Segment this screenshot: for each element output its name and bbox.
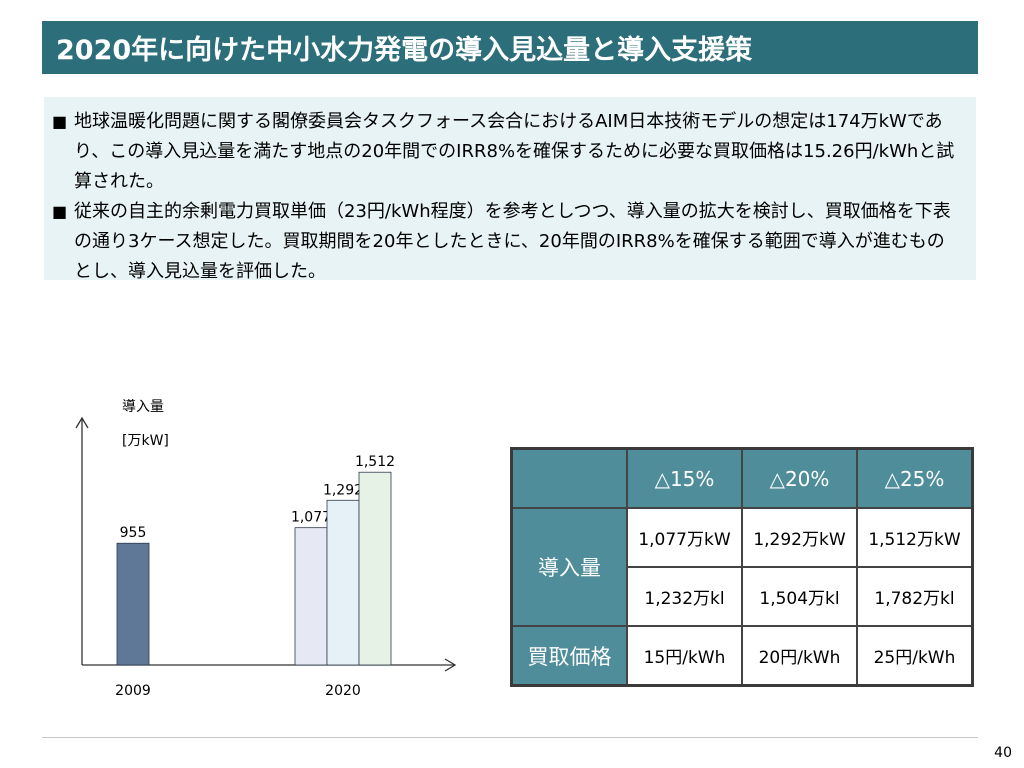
y-axis-title: 導入量: [122, 399, 164, 415]
table-cell: 1,504万kl: [741, 566, 858, 627]
table-header-row: △15% △20% △25%: [510, 447, 974, 509]
table-cell: 25円/kWh: [856, 625, 974, 687]
data-label: 1,077: [291, 510, 331, 526]
bars-layer: 955 2009 1,077 1,292 1,512 2020: [115, 454, 395, 699]
square-bullet-icon: ■: [52, 202, 68, 221]
scenario-table: △15% △20% △25% 導入量 1,077万kW 1,292万kW 1,5…: [510, 447, 974, 687]
table-cell: 1,512万kW: [856, 507, 974, 568]
data-label: 955: [120, 525, 147, 541]
table-cell: 1,782万kl: [856, 566, 974, 627]
y-axis-unit: [万kW]: [122, 433, 169, 449]
table-row: 1,232万kl 1,504万kl 1,782万kl: [512, 566, 974, 627]
table-corner-cell: [510, 447, 628, 509]
page-number: 40: [994, 745, 1012, 761]
data-label: 1,292: [323, 482, 363, 498]
page-title: 2020年に向けた中小水力発電の導入見込量と導入支援策: [42, 21, 978, 74]
table-cell: 20円/kWh: [741, 625, 858, 687]
summary-panel: ■ 地球温暖化問題に関する閣僚委員会タスクフォース会合におけるAIM日本技術モデ…: [44, 97, 976, 282]
chart-bar-2009-1: [116, 542, 150, 666]
column-header-15: △15%: [626, 447, 743, 509]
table-cell: 15円/kWh: [626, 625, 743, 687]
x-axis-arrow-icon: [444, 658, 457, 672]
bullet-text: 地球温暖化問題に関する閣僚委員会タスクフォース会合におけるAIM日本技術モデルの…: [74, 111, 955, 192]
y-axis-arrow-icon: [75, 416, 89, 429]
table-cell: 1,232万kl: [626, 566, 743, 627]
column-header-20: △20%: [741, 447, 858, 509]
x-tick-label: 2009: [115, 683, 151, 699]
table-row: 買取価格 15円/kWh 20円/kWh 25円/kWh: [510, 625, 974, 687]
chart-bar-2020-1: [294, 527, 328, 666]
chart-bar-2020-3: [358, 471, 392, 666]
table-cell: 1,292万kW: [741, 507, 858, 568]
table-row: 導入量 1,077万kW 1,292万kW 1,512万kW: [510, 507, 974, 627]
footer-divider: [42, 737, 978, 738]
row-header-purchase-price: 買取価格: [510, 625, 628, 687]
bullet-item: ■ 地球温暖化問題に関する閣僚委員会タスクフォース会合におけるAIM日本技術モデ…: [52, 107, 962, 197]
table-cell: 1,077万kW: [626, 507, 743, 568]
chart-bar-2020-2: [326, 499, 360, 666]
square-bullet-icon: ■: [52, 112, 68, 131]
row-header-intro-volume: 導入量: [510, 507, 628, 627]
bullet-text: 従来の自主的余剰電力買取単価（23円/kWh程度）を参考としつつ、導入量の拡大を…: [74, 201, 951, 282]
intro-volume-chart: 導入量 [万kW] 955 2009 1,077 1,292 1,512 2020: [75, 399, 457, 699]
data-label: 1,512: [355, 454, 395, 470]
x-tick-label: 2020: [325, 683, 361, 699]
bullet-item: ■ 従来の自主的余剰電力買取単価（23円/kWh程度）を参考としつつ、導入量の拡…: [52, 197, 962, 287]
column-header-25: △25%: [856, 447, 974, 509]
